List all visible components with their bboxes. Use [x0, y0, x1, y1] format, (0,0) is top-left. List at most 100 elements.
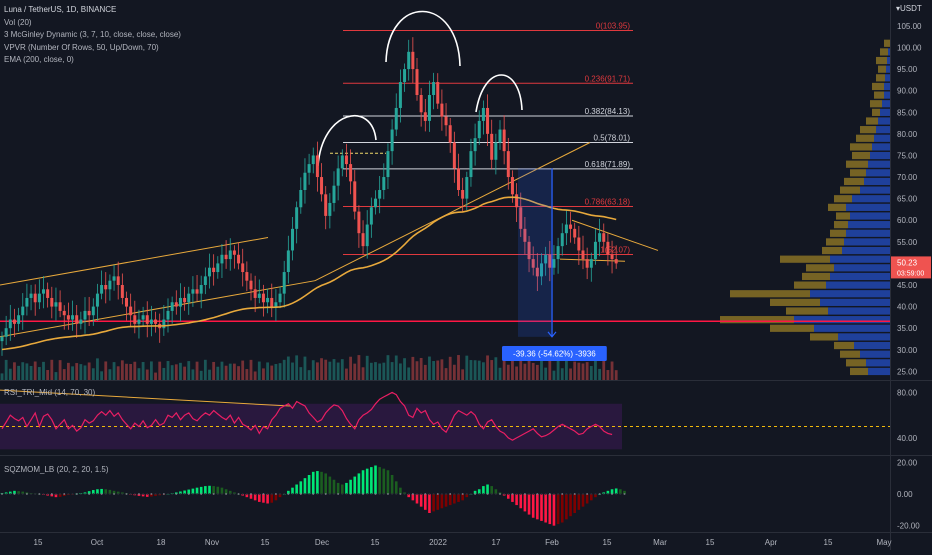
sqz-title[interactable]: SQZMOM_LB (20, 2, 20, 1.5)	[4, 465, 109, 474]
vpvr-row-up	[878, 117, 890, 125]
price-tick-label: 105.00	[897, 22, 922, 31]
sqz-bar	[204, 486, 207, 494]
sqz-dot	[412, 493, 414, 495]
sqz-dot	[569, 493, 572, 495]
sqz-bar	[378, 467, 381, 494]
vpvr-row-down	[770, 324, 814, 332]
sqz-dot	[88, 493, 90, 495]
sqz-dot	[353, 493, 356, 495]
sqz-dot	[329, 493, 331, 495]
sqz-bar	[208, 485, 211, 494]
candle-body	[498, 129, 502, 143]
volume-bar	[399, 363, 402, 380]
last-price-countdown: 03:59:00	[897, 270, 924, 277]
sqz-bar	[507, 494, 510, 499]
candle-body	[386, 151, 390, 178]
price-axis[interactable]: 105.00 100.00 95.00 90.00 85.00 80.00 75.00 70.…	[891, 22, 931, 531]
measure-tool[interactable]: -39.36 (-54.62%) -3936	[502, 168, 607, 361]
sqz-dot	[196, 493, 198, 495]
legend-volume[interactable]: Vol (20)	[4, 17, 32, 27]
legend-vpvr[interactable]: VPVR (Number Of Rows, 50, Up/Down, 70)	[4, 42, 159, 52]
candle-body	[531, 259, 535, 268]
sqz-dot	[461, 493, 464, 495]
rsi-title[interactable]: RSI_TRI_Mid (14, 70, 30)	[4, 388, 96, 397]
sqz-dot	[615, 493, 617, 495]
volume-profile	[720, 39, 890, 376]
sqz-dot	[134, 493, 136, 495]
time-axis[interactable]: 15 Oct 18 Nov 15 Dec 15 2022 17 Feb 15 Mar 15 Apr 15 Ma…	[34, 538, 892, 547]
measure-arrow	[547, 331, 557, 338]
sqz-bar	[316, 471, 319, 494]
sqz-dot	[225, 493, 227, 495]
sqz-dot	[503, 493, 505, 495]
sqz-bar	[569, 494, 572, 517]
vpvr-row-up	[830, 255, 890, 263]
sqz-bar	[87, 491, 91, 494]
candle-body	[133, 315, 137, 324]
sqz-bar	[523, 494, 527, 512]
volume-bar	[415, 361, 419, 380]
sqz-dot	[441, 493, 443, 495]
vpvr-row-down	[806, 264, 834, 272]
volume-bar	[432, 361, 435, 380]
sqz-dot	[378, 493, 381, 495]
sqz-dot	[549, 493, 551, 495]
candle-body	[307, 164, 311, 173]
candle-body	[315, 155, 319, 178]
vpvr-row-down	[822, 246, 842, 255]
candle-body	[614, 259, 618, 264]
sqz-bar	[9, 491, 12, 494]
symbol-title[interactable]: Luna / TetherUS, 1D, BINANCE	[4, 5, 117, 14]
vpvr-row-down	[850, 169, 866, 177]
currency-selector[interactable]: ▾USDT	[896, 4, 922, 13]
sqz-dot	[428, 493, 431, 495]
sqz-bar	[349, 479, 352, 494]
candle-body	[415, 69, 419, 95]
sqz-dot	[9, 493, 12, 495]
legend-mcginley[interactable]: 3 McGinley Dynamic (3, 7, 10, close, clo…	[4, 30, 181, 39]
candle-body	[427, 95, 431, 121]
candle-body	[162, 319, 166, 329]
sqz-dot	[113, 493, 115, 495]
legend-ema[interactable]: EMA (200, close, 0)	[4, 55, 74, 64]
vpvr-row-up	[876, 126, 890, 134]
sqz-bar	[199, 486, 203, 494]
candle-body	[481, 107, 485, 121]
candle-body	[340, 155, 344, 169]
candle-body	[448, 125, 452, 143]
volume-bar	[112, 362, 116, 380]
volume-bar	[515, 366, 518, 380]
volume-bar	[361, 367, 365, 380]
candle-body	[203, 276, 207, 285]
vpvr-row-up	[830, 272, 890, 281]
volume-bar	[187, 361, 191, 380]
sqz-dot	[46, 493, 49, 495]
volume-bar	[4, 359, 8, 380]
sqz-dot	[337, 493, 339, 495]
sqz-bar	[307, 475, 311, 494]
volume-bar	[79, 364, 83, 380]
sqz-dot	[154, 493, 157, 495]
candle-body	[606, 241, 610, 255]
sqz-dot	[524, 493, 526, 495]
sqz-dot	[200, 493, 202, 495]
sqz-dot	[320, 493, 323, 495]
candle-body	[29, 293, 33, 298]
sqz-dot	[262, 493, 265, 495]
candle-body	[50, 297, 54, 307]
volume-bar	[303, 356, 307, 380]
sqz-dot	[300, 493, 302, 495]
volume-bar	[548, 358, 552, 380]
volume-bar	[120, 360, 124, 380]
volume-bar	[291, 362, 294, 380]
volume-bar	[494, 357, 498, 380]
trendline-drawings[interactable]	[0, 10, 659, 338]
volume-bar	[502, 355, 506, 380]
sqz-bar	[461, 494, 464, 501]
candle-body	[369, 207, 373, 225]
volume-bar	[573, 361, 577, 380]
volume-bar	[594, 357, 597, 380]
vpvr-row-up	[872, 143, 890, 151]
